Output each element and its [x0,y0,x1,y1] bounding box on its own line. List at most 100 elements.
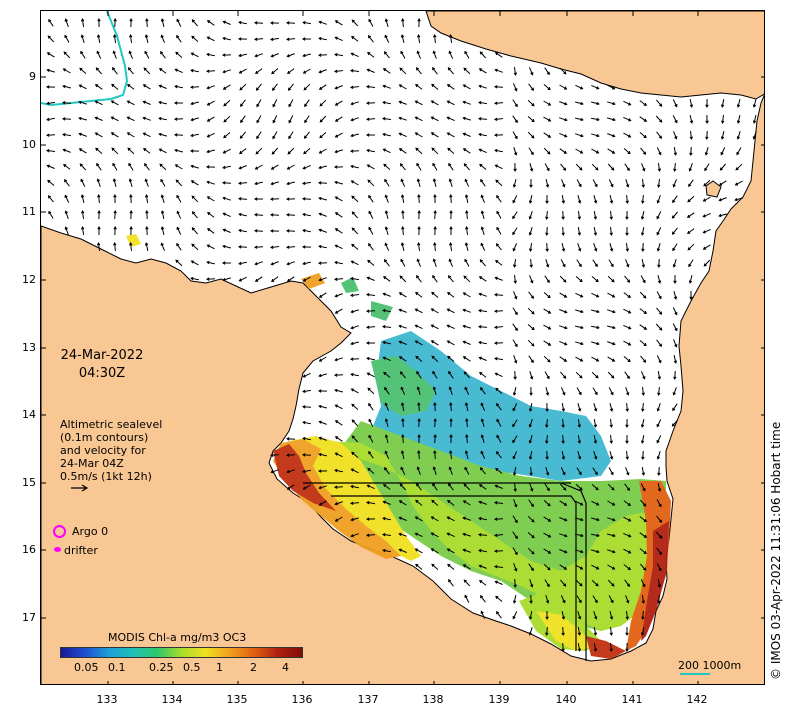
velocity-arrow [449,434,453,444]
velocity-arrow [512,211,518,220]
velocity-arrow [446,116,455,122]
velocity-arrow [433,34,437,44]
velocity-arrow [607,84,616,90]
velocity-arrow [480,418,485,427]
velocity-arrow [480,387,486,395]
velocity-arrow [464,466,470,475]
velocity-arrow [478,292,487,297]
velocity-arrow [625,387,630,396]
velocity-arrow [608,387,614,396]
velocity-arrow [430,132,439,138]
velocity-arrow [447,292,455,298]
velocity-arrow [334,388,344,393]
velocity-arrow [574,101,584,106]
velocity-arrow [191,19,198,27]
velocity-arrow [462,516,471,521]
velocity-arrow [590,549,600,554]
velocity-arrow [432,386,437,395]
velocity-arrow [575,292,584,298]
velocity-arrow [673,275,677,284]
velocity-arrow [206,116,215,122]
velocity-arrow [656,499,662,508]
velocity-arrow [46,164,55,169]
velocity-arrow [527,339,535,347]
velocity-arrow [334,20,343,26]
velocity-arrow [609,434,613,444]
velocity-arrow [238,276,247,282]
velocity-arrow [478,340,487,345]
velocity-arrow [545,242,549,252]
velocity-arrow [398,148,407,154]
velocity-arrow [414,100,423,106]
velocity-arrow [159,163,167,171]
velocity-arrow [206,180,215,185]
velocity-arrow [303,83,311,91]
velocity-arrow [496,210,502,219]
velocity-arrow [672,243,678,252]
velocity-arrow [447,355,455,362]
velocity-arrow [448,579,454,587]
velocity-arrow [334,180,344,185]
velocity-arrow [640,418,645,428]
velocity-arrow [625,610,629,620]
velocity-arrow [705,130,709,140]
velocity-arrow [704,163,710,172]
velocity-arrow [368,18,374,27]
velocity-arrow [561,450,566,460]
velocity-arrow [334,501,343,506]
velocity-arrow [160,178,166,187]
velocity-arrow [222,244,232,249]
velocity-arrow [544,371,550,380]
velocity-arrow [703,259,711,267]
velocity-arrow [64,226,69,235]
velocity-arrow [400,194,405,203]
velocity-arrow [689,146,693,156]
velocity-arrow [350,388,359,394]
velocity-arrow [401,226,405,236]
velocity-arrow [639,291,647,299]
velocity-arrow [255,147,263,155]
velocity-arrow [575,148,584,154]
velocity-arrow [433,226,437,236]
velocity-arrow [559,84,568,90]
velocity-arrow [494,580,503,585]
velocity-arrow [673,131,678,140]
velocity-arrow [334,485,344,489]
velocity-arrow [734,197,744,202]
velocity-arrow [623,532,632,538]
velocity-arrow [350,309,359,314]
contour-200m [41,11,129,107]
velocity-arrow [527,515,535,523]
velocity-arrow [398,308,407,313]
velocity-arrow [190,180,199,186]
velocity-arrow [384,450,390,459]
velocity-arrow [78,116,88,121]
velocity-arrow [80,18,85,28]
velocity-arrow [350,372,360,377]
velocity-arrow [527,547,535,555]
velocity-arrow [495,243,502,251]
velocity-arrow [623,548,632,554]
velocity-arrow [270,37,280,41]
velocity-arrow [111,83,119,90]
velocity-arrow [142,100,151,105]
velocity-arrow [609,626,613,636]
velocity-arrow [302,261,312,266]
velocity-arrow [417,34,421,44]
velocity-arrow [529,386,533,396]
velocity-arrow [640,563,647,571]
velocity-arrow [239,148,247,155]
velocity-arrow [577,403,582,412]
velocity-arrow [446,532,455,538]
velocity-arrow [494,276,503,281]
velocity-arrow [561,626,565,636]
velocity-arrow [318,404,328,409]
velocity-arrow [81,210,85,220]
velocity-arrow [462,548,471,553]
velocity-arrow [591,356,600,362]
velocity-arrow [368,451,374,459]
velocity-arrow [464,450,469,460]
velocity-arrow [641,178,645,188]
velocity-arrow [79,67,87,74]
velocity-arrow [561,179,566,188]
